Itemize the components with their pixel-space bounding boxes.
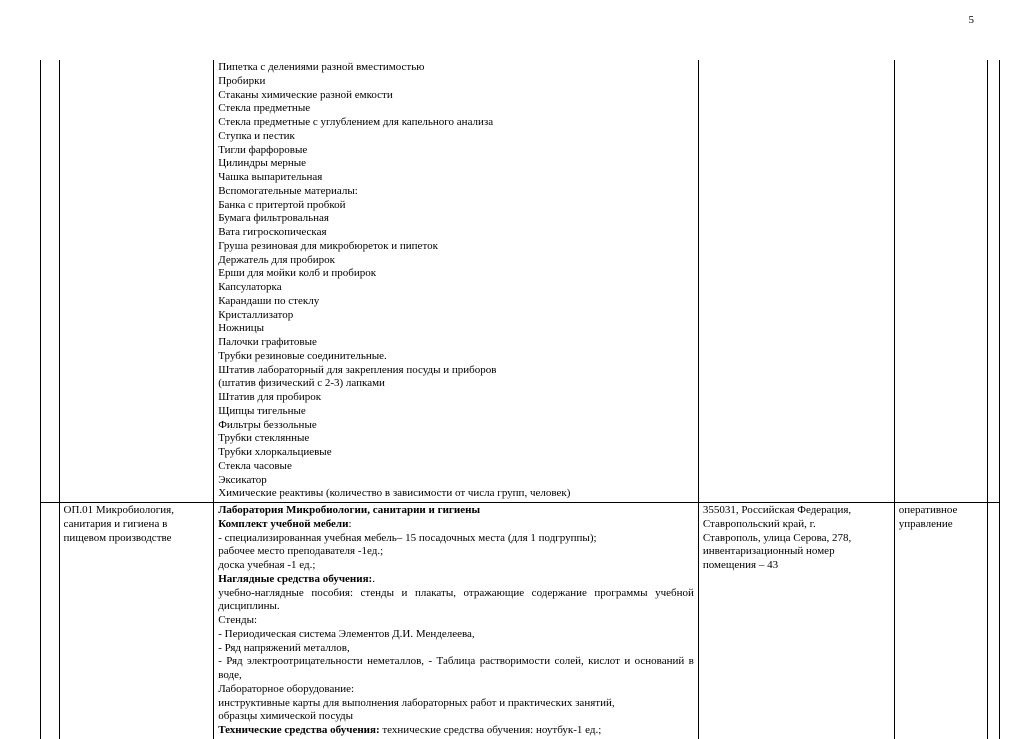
text-line: Химические реактивы (количество в зависи… xyxy=(218,487,694,501)
text-line: рабочее место преподавателя -1ед.; xyxy=(218,545,694,559)
text-line: Ступка и пестик xyxy=(218,130,694,144)
text-line: Стекла предметные xyxy=(218,102,694,116)
text-line: Фильтры беззольные xyxy=(218,419,694,433)
page-number: 5 xyxy=(969,14,975,26)
text-line: Вспомогательные материалы: xyxy=(218,185,694,199)
text-line: Щипцы тигельные xyxy=(218,405,694,419)
text-line: Лаборатория Микробиологии, санитарии и г… xyxy=(218,504,694,518)
text-line: Чашка выпарительная xyxy=(218,171,694,185)
document-page: 5 Пипетка с делениями разной вместимость… xyxy=(0,0,1024,724)
cell-equipment: Пипетка с делениями разной вместимостьюП… xyxy=(214,60,699,503)
text-line: учебно-наглядные пособия: стенды и плака… xyxy=(218,587,694,615)
text-line: Стаканы химические разной емкости xyxy=(218,89,694,103)
cell-ownership xyxy=(894,60,987,503)
text-line: Ставропольский край, г. xyxy=(703,518,890,532)
table-row: Пипетка с делениями разной вместимостьюП… xyxy=(41,60,1000,503)
cell-subject xyxy=(59,60,214,503)
text-line: Кристаллизатор xyxy=(218,309,694,323)
text-line: Пипетка с делениями разной вместимостью xyxy=(218,61,694,75)
text: технические средства обучения: ноутбук-1… xyxy=(380,724,602,736)
cell-index xyxy=(41,60,60,503)
text-line: (штатив физический с 2-3) лапками xyxy=(218,377,694,391)
furniture-heading: Комплект учебной мебели xyxy=(218,518,348,530)
text-line: инструктивные карты для выполнения лабор… xyxy=(218,697,694,711)
text-line: Карандаши по стеклу xyxy=(218,295,694,309)
text-line: Пробирки xyxy=(218,75,694,89)
text: . xyxy=(372,573,375,585)
text-line: Капсулаторка xyxy=(218,281,694,295)
text-line: Стенды: xyxy=(218,614,694,628)
text-line: Банка с притертой пробкой xyxy=(218,199,694,213)
text-line: Груша резиновая для микробюреток и пипет… xyxy=(218,240,694,254)
cell-extra xyxy=(987,503,999,739)
text-line: Штатив лабораторный для закрепления посу… xyxy=(218,364,694,378)
text-line: Трубки хлоркальциевые xyxy=(218,446,694,460)
text-line: Трубки резиновые соединительные. xyxy=(218,350,694,364)
text-line: - Ряд электроотрицательности неметаллов,… xyxy=(218,655,694,683)
text-line: Бумага фильтровальная xyxy=(218,212,694,226)
cell-address xyxy=(698,60,894,503)
text-line: управление xyxy=(899,518,983,532)
text-line: - Ряд напряжений металлов, xyxy=(218,642,694,656)
text: : xyxy=(348,518,351,530)
text-line: доска учебная -1 ед.; xyxy=(218,559,694,573)
text-line: образцы химической посуды xyxy=(218,710,694,724)
text-line: Вата гигроскопическая xyxy=(218,226,694,240)
text-line: помещения – 43 xyxy=(703,559,890,573)
text-line: Трубки стеклянные xyxy=(218,432,694,446)
text-line: ОП.01 Микробиология, xyxy=(64,504,210,518)
text-line: - Периодическая система Элементов Д.И. М… xyxy=(218,628,694,642)
text-line: пищевом производстве xyxy=(64,532,210,546)
lab-title: Лаборатория Микробиологии, санитарии и г… xyxy=(218,504,480,516)
text-line: Ножницы xyxy=(218,322,694,336)
text-line: санитария и гигиена в xyxy=(64,518,210,532)
tech-means-heading: Технические средства обучения: xyxy=(218,724,379,736)
text-line: Тигли фарфоровые xyxy=(218,144,694,158)
text-line: Палочки графитовые xyxy=(218,336,694,350)
text-line: Комплект учебной мебели: xyxy=(218,518,694,532)
text-line: Лабораторное оборудование: xyxy=(218,683,694,697)
text-line: 355031, Российская Федерация, xyxy=(703,504,890,518)
cell-equipment: Лаборатория Микробиологии, санитарии и г… xyxy=(214,503,699,739)
visual-aids-heading: Наглядные средства обучения: xyxy=(218,573,372,585)
text-line: Держатель для пробирок xyxy=(218,254,694,268)
text-line: Ерши для мойки колб и пробирок xyxy=(218,267,694,281)
text-line: Наглядные средства обучения:. xyxy=(218,573,694,587)
text-line: Стекла предметные с углублением для капе… xyxy=(218,116,694,130)
main-table: Пипетка с делениями разной вместимостьюП… xyxy=(40,60,1000,739)
text-line: Ставрополь, улица Серова, 278, xyxy=(703,532,890,546)
text-line: оперативное xyxy=(899,504,983,518)
text-line: Технические средства обучения: техническ… xyxy=(218,724,694,738)
text-line: Цилиндры мерные xyxy=(218,157,694,171)
cell-address: 355031, Российская Федерация,Ставропольс… xyxy=(698,503,894,739)
cell-ownership: оперативноеуправление xyxy=(894,503,987,739)
table-row: ОП.01 Микробиология,санитария и гигиена … xyxy=(41,503,1000,739)
text-line: - специализированная учебная мебель– 15 … xyxy=(218,532,694,546)
text-line: Штатив для пробирок xyxy=(218,391,694,405)
text-line: инвентаризационный номер xyxy=(703,545,890,559)
cell-extra xyxy=(987,60,999,503)
text-line: Эксикатор xyxy=(218,474,694,488)
text-line: Стекла часовые xyxy=(218,460,694,474)
cell-subject: ОП.01 Микробиология,санитария и гигиена … xyxy=(59,503,214,739)
cell-index xyxy=(41,503,60,739)
